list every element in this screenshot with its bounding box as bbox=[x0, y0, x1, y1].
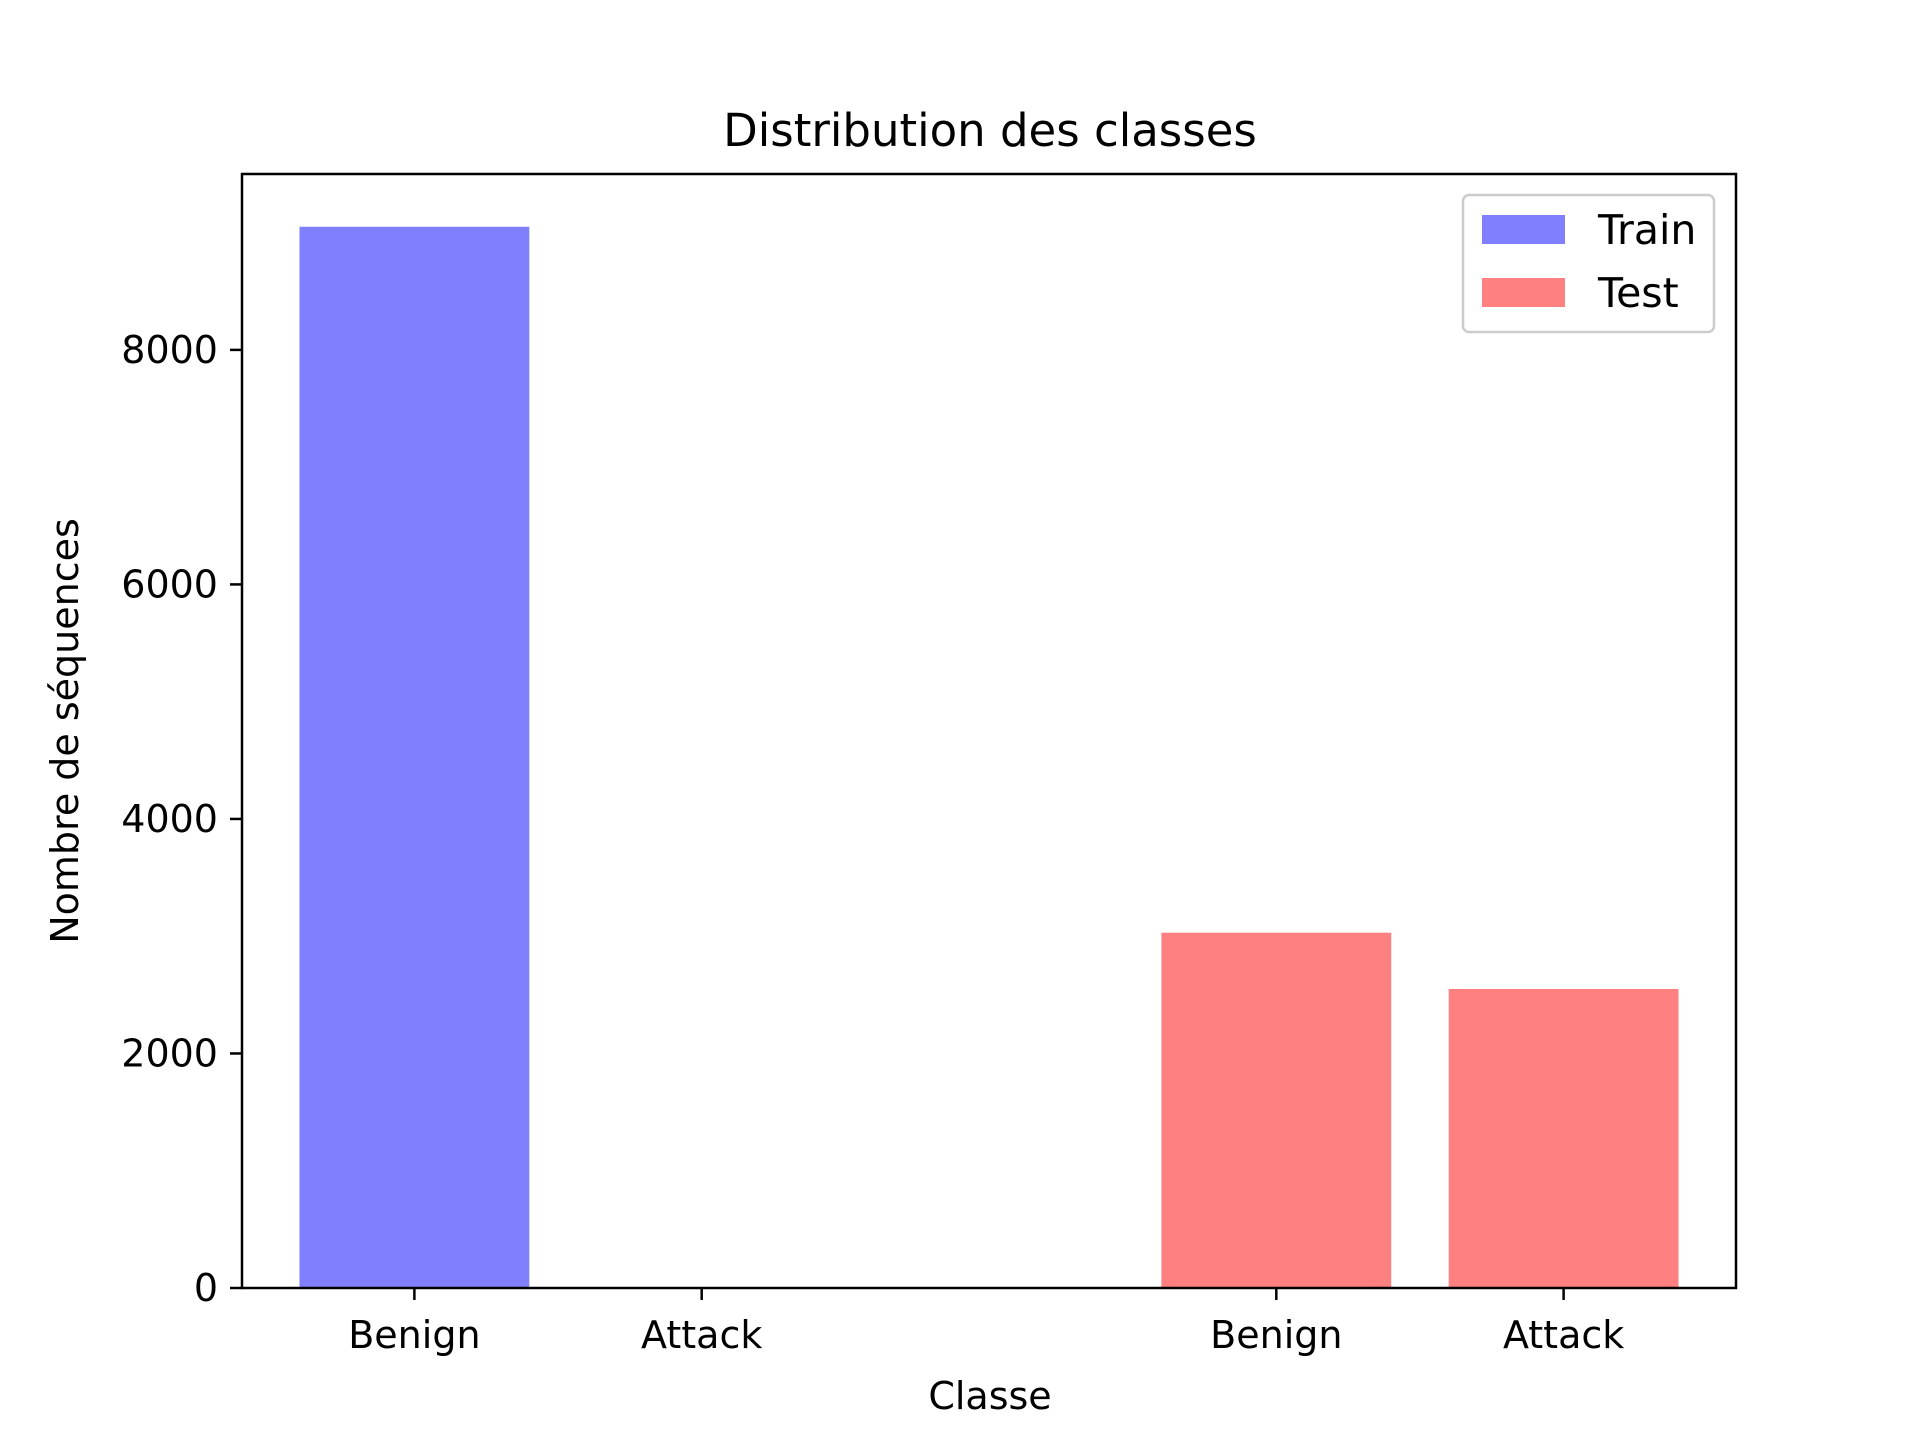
legend-label-test: Test bbox=[1597, 269, 1679, 317]
y-tick-label: 6000 bbox=[121, 562, 218, 606]
legend-swatch-train bbox=[1482, 215, 1565, 244]
bar-train-benign bbox=[299, 226, 530, 1288]
y-axis: 0 2000 4000 6000 8000 bbox=[121, 328, 242, 1310]
bars-group bbox=[299, 226, 1679, 1288]
x-axis: Benign Attack Benign Attack bbox=[348, 1288, 1624, 1357]
y-tick-label: 0 bbox=[194, 1266, 218, 1310]
legend: Train Test bbox=[1461, 193, 1716, 334]
chart-title: Distribution des classes bbox=[723, 104, 1257, 157]
y-tick-label: 2000 bbox=[121, 1031, 218, 1075]
x-tick-label: Attack bbox=[641, 1313, 762, 1357]
y-tick-label: 8000 bbox=[121, 328, 218, 372]
y-tick-label: 4000 bbox=[121, 797, 218, 841]
bar-test-benign bbox=[1161, 932, 1392, 1288]
legend-swatch-test bbox=[1482, 278, 1565, 307]
x-tick-label: Benign bbox=[348, 1313, 480, 1357]
x-axis-label: Classe bbox=[928, 1374, 1051, 1418]
x-tick-label: Benign bbox=[1210, 1313, 1342, 1357]
plot-frame bbox=[240, 172, 1738, 1290]
bar-test-attack bbox=[1448, 988, 1679, 1288]
y-axis-label: Nombre de séquences bbox=[43, 518, 87, 944]
legend-label-train: Train bbox=[1597, 206, 1696, 254]
x-tick-label: Attack bbox=[1503, 1313, 1624, 1357]
